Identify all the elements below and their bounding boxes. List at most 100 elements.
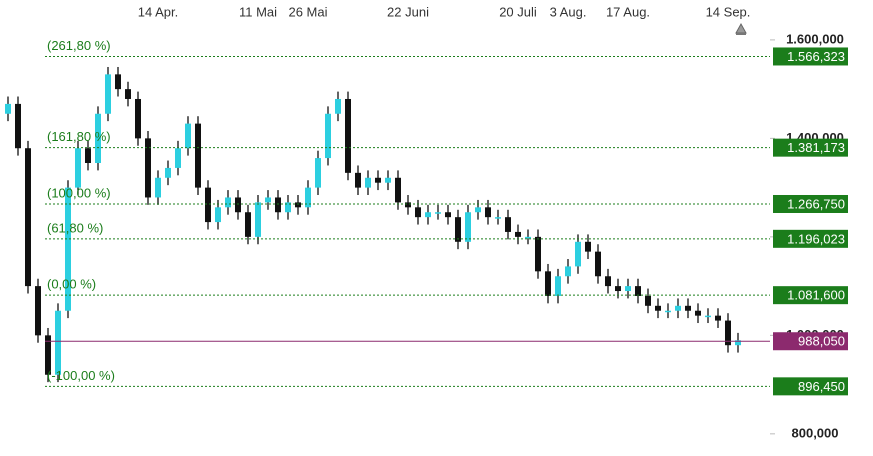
level-box bbox=[773, 47, 848, 66]
candle-body bbox=[55, 310, 61, 375]
candle-body bbox=[375, 177, 381, 183]
candle-body bbox=[105, 74, 111, 114]
candle-body bbox=[565, 266, 571, 277]
candle-body bbox=[35, 286, 41, 336]
candle-body bbox=[65, 187, 71, 311]
level-name: (161,80 %) bbox=[47, 129, 111, 144]
y-tick-label: 800,000 bbox=[792, 425, 839, 440]
candle-body bbox=[665, 310, 671, 313]
candle-body bbox=[525, 236, 531, 239]
candle-body bbox=[685, 305, 691, 311]
x-tick-label: 11 Mai bbox=[239, 4, 277, 19]
x-tick-label: 14 Sep. bbox=[706, 4, 751, 19]
candle-body bbox=[205, 187, 211, 223]
level-label: 1.381,173 bbox=[787, 140, 845, 155]
level-name: (61,80 %) bbox=[47, 220, 103, 235]
level-label: 1.266,750 bbox=[787, 196, 845, 211]
candle-body bbox=[415, 207, 421, 218]
level-name: (261,80 %) bbox=[47, 38, 111, 53]
candle-body bbox=[295, 202, 301, 208]
candle-body bbox=[505, 217, 511, 232]
candle-body bbox=[465, 212, 471, 242]
candle-body bbox=[25, 148, 31, 287]
candle-body bbox=[215, 207, 221, 223]
level-box bbox=[773, 229, 848, 248]
candle-body bbox=[495, 217, 501, 219]
candle-body bbox=[515, 231, 521, 237]
candle-body bbox=[605, 276, 611, 287]
candle-body bbox=[305, 187, 311, 208]
candle-body bbox=[175, 148, 181, 168]
candle-body bbox=[45, 335, 51, 375]
candle-body bbox=[325, 113, 331, 159]
candle-body bbox=[145, 138, 151, 198]
candle-body bbox=[655, 305, 661, 311]
candle-body bbox=[575, 241, 581, 267]
candle-body bbox=[705, 315, 711, 318]
candle-body bbox=[585, 241, 591, 252]
level-box bbox=[773, 194, 848, 213]
y-tick-label: 1.600,000 bbox=[786, 31, 844, 46]
candle-body bbox=[475, 207, 481, 213]
candle-body bbox=[715, 315, 721, 321]
candle-body bbox=[395, 177, 401, 203]
candle-body bbox=[445, 212, 451, 218]
candle-body bbox=[195, 123, 201, 188]
candle-body bbox=[275, 197, 281, 213]
candle-body bbox=[245, 212, 251, 237]
level-box bbox=[773, 377, 848, 396]
candle-body bbox=[125, 89, 131, 99]
candle-body bbox=[95, 113, 101, 163]
x-tick-label: 22 Juni bbox=[387, 4, 429, 19]
candle-body bbox=[315, 158, 321, 188]
candle-body bbox=[385, 177, 391, 183]
x-tick-label: 3 Aug. bbox=[550, 4, 587, 19]
candle-body bbox=[675, 305, 681, 311]
level-name: (100,00 %) bbox=[47, 185, 111, 200]
level-box bbox=[773, 286, 848, 305]
x-tick-label: 20 Juli bbox=[499, 4, 537, 19]
scroll-marker-base bbox=[736, 33, 746, 35]
candle-body bbox=[235, 197, 241, 213]
candle-body bbox=[365, 177, 371, 188]
candle-body bbox=[625, 286, 631, 292]
candle-body bbox=[595, 251, 601, 277]
candle-body bbox=[85, 148, 91, 163]
level-box bbox=[773, 138, 848, 157]
candle-body bbox=[455, 217, 461, 242]
x-tick-label: 17 Aug. bbox=[606, 4, 650, 19]
candle-body bbox=[615, 286, 621, 292]
candle-body bbox=[15, 103, 21, 149]
candle-body bbox=[635, 286, 641, 296]
candle-body bbox=[165, 167, 171, 178]
candle-body bbox=[255, 202, 261, 237]
level-label: 1.566,323 bbox=[787, 49, 845, 64]
candle-body bbox=[645, 295, 651, 306]
candle-body bbox=[155, 177, 161, 198]
candle-body bbox=[425, 212, 431, 218]
candle-body bbox=[485, 207, 491, 218]
level-name: (0,00 %) bbox=[47, 277, 96, 292]
candle-body bbox=[335, 98, 341, 114]
candle-body bbox=[285, 202, 291, 213]
level-label: 1.196,023 bbox=[787, 231, 845, 246]
candle-body bbox=[405, 202, 411, 208]
level-label: 1.081,600 bbox=[787, 288, 845, 303]
candle-body bbox=[725, 320, 731, 346]
candle-body bbox=[115, 74, 121, 90]
candle-body bbox=[185, 123, 191, 149]
candle-body bbox=[75, 148, 81, 188]
candle-body bbox=[345, 98, 351, 173]
candle-body bbox=[535, 236, 541, 272]
candle-body bbox=[135, 98, 141, 139]
candle-body bbox=[5, 103, 11, 114]
level-name: (-100,00 %) bbox=[47, 368, 115, 383]
candle-body bbox=[545, 271, 551, 296]
candle-body bbox=[225, 197, 231, 208]
x-tick-label: 14 Apr. bbox=[138, 4, 178, 19]
last-price-label: 988,050 bbox=[798, 334, 845, 349]
candle-body bbox=[355, 172, 361, 188]
level-label: 896,450 bbox=[798, 379, 845, 394]
